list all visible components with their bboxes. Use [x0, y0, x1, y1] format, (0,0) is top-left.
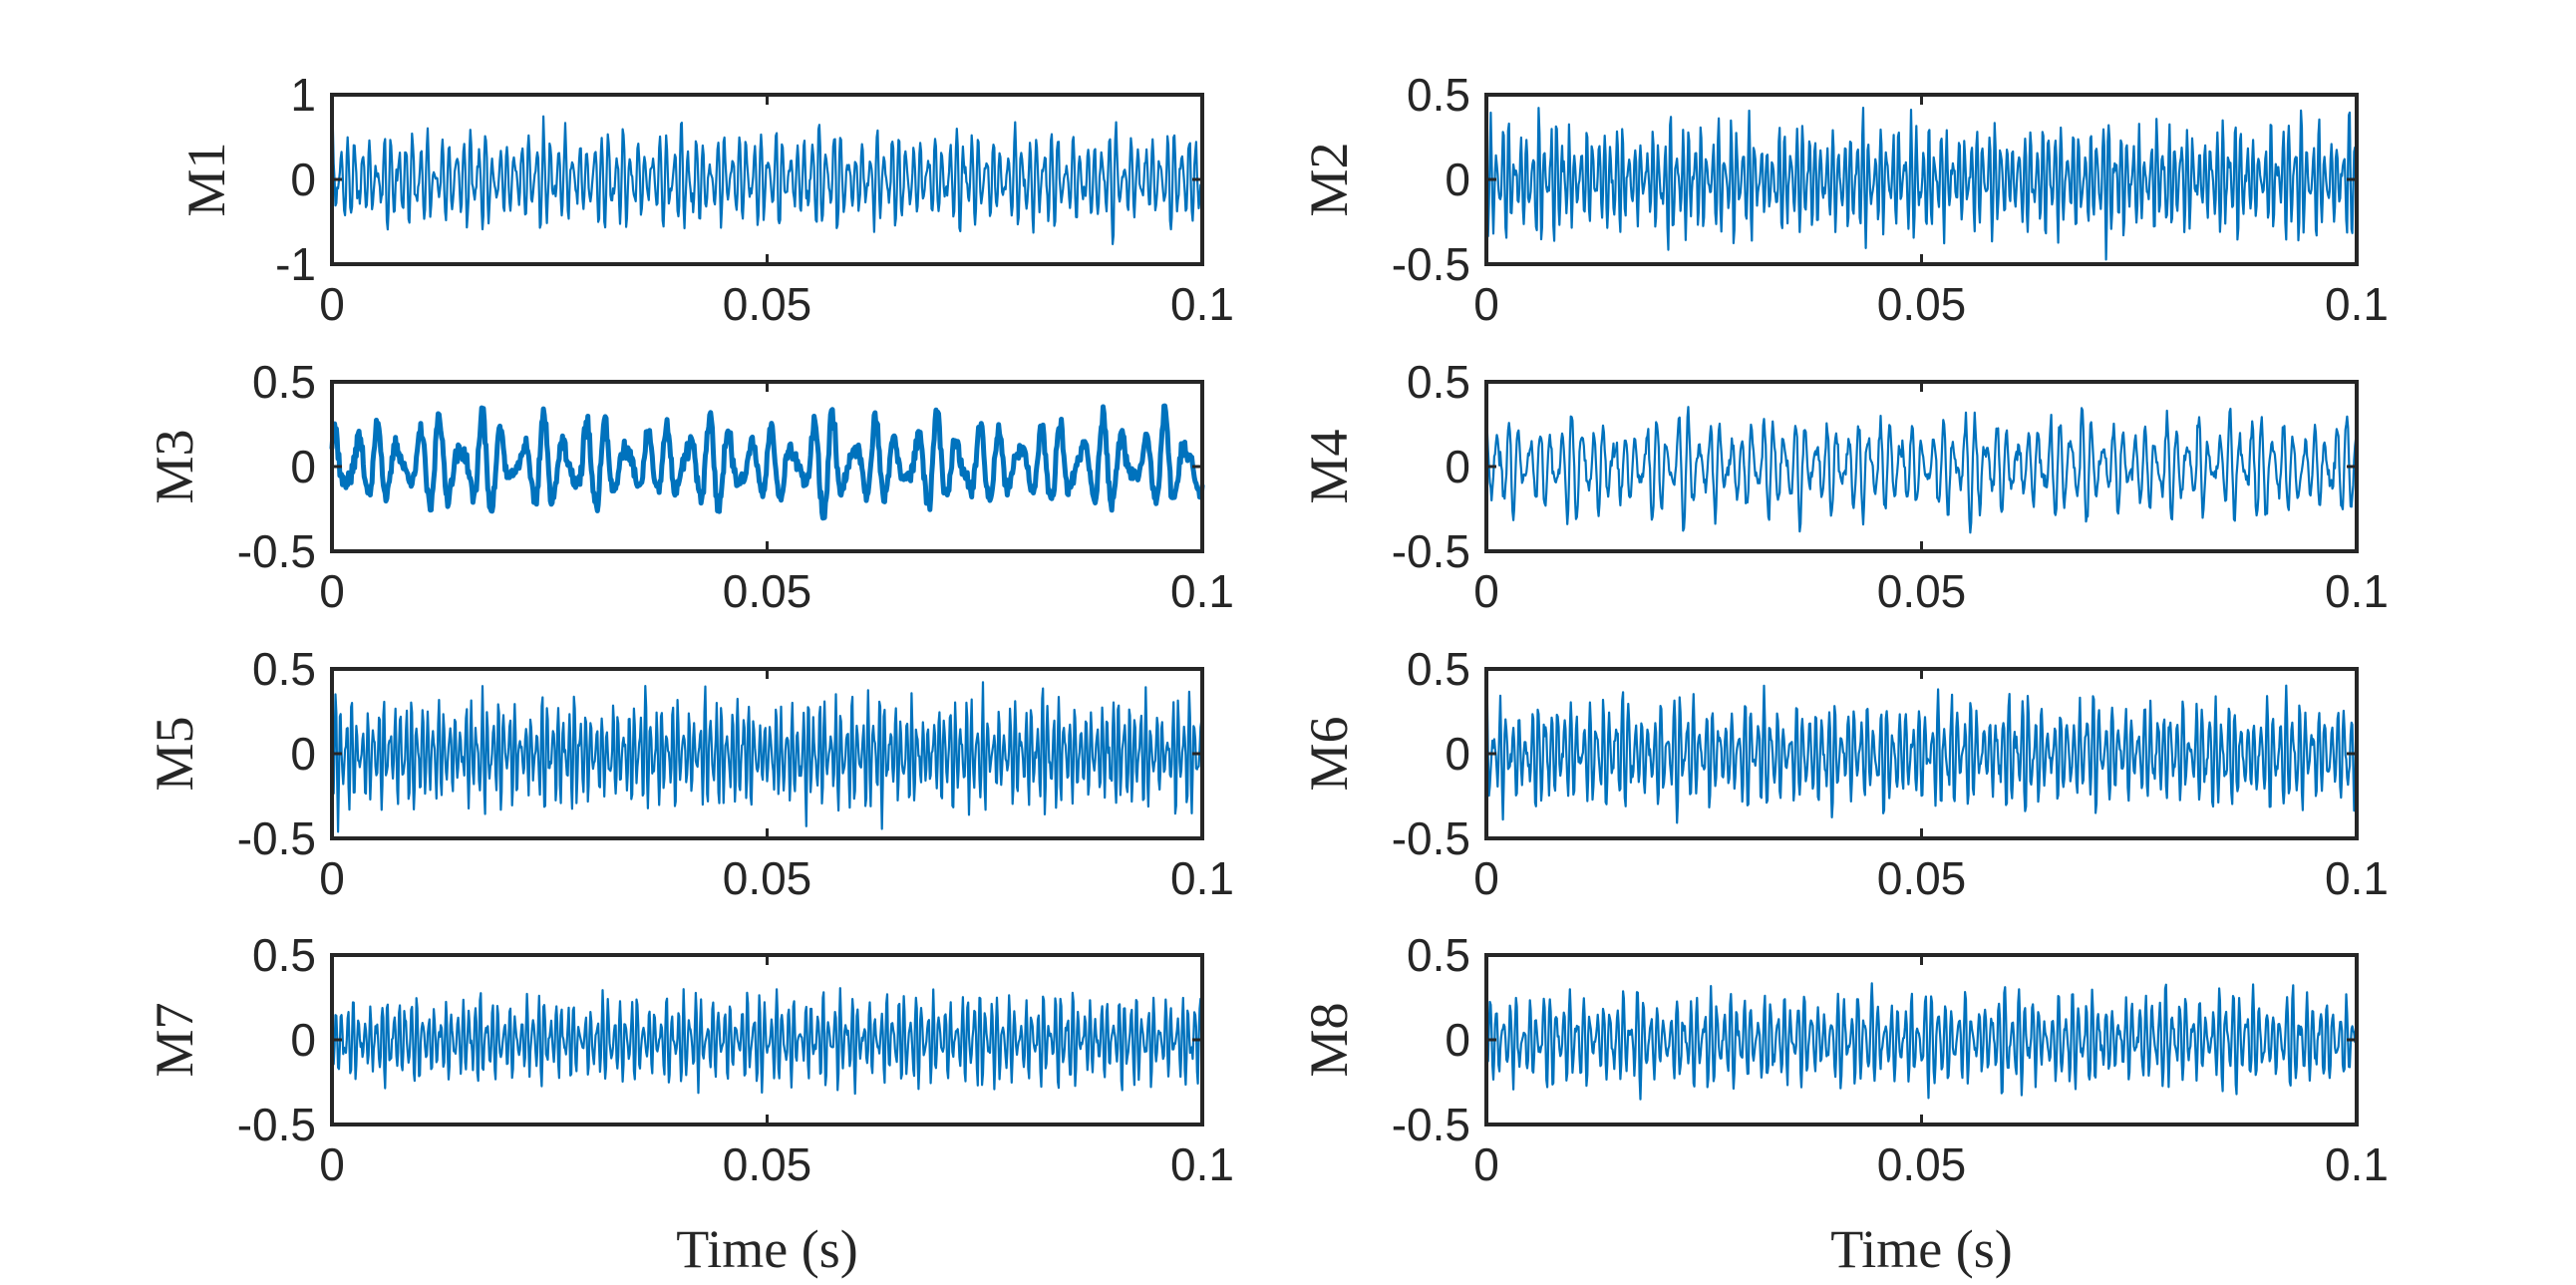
x-axis-label: Time (s) [1830, 1219, 2013, 1279]
x-tick-label: 0.05 [723, 565, 812, 617]
y-tick-label: 0 [290, 154, 316, 205]
x-tick-label: 0.1 [1170, 278, 1234, 330]
panel-m4: 0 0.05 0.1-0.500.5M4 [1299, 356, 2389, 617]
series-m2-line [1484, 107, 2359, 261]
x-tick-label: 0.1 [2325, 278, 2389, 330]
y-tick-label: -0.5 [1392, 812, 1470, 864]
x-axis-label: Time (s) [676, 1219, 858, 1279]
y-tick-label: 0.5 [1407, 643, 1470, 695]
y-tick-label: -0.5 [1392, 525, 1470, 577]
series-m7-line [330, 987, 1204, 1096]
x-tick-label: 0 [319, 278, 345, 330]
y-axis-label: M1 [176, 142, 236, 216]
y-tick-label: 0 [290, 728, 316, 780]
x-tick-label: 0.1 [1170, 852, 1234, 904]
series-m1-line [330, 115, 1204, 245]
y-axis-label: M3 [145, 429, 204, 503]
y-tick-label: 0.5 [1407, 69, 1470, 121]
x-tick-label: 0.05 [1877, 565, 1967, 617]
y-tick-label: 0.5 [252, 643, 316, 695]
y-tick-label: 0.5 [252, 356, 316, 408]
panel-m3: 0 0.05 0.1-0.500.5M3 [145, 356, 1234, 617]
x-tick-label: 0.1 [1170, 1138, 1234, 1190]
x-tick-label: 0 [319, 852, 345, 904]
x-tick-label: 0.1 [2325, 565, 2389, 617]
x-tick-label: 0.05 [1877, 278, 1967, 330]
y-tick-label: -1 [275, 238, 316, 290]
y-tick-label: 0 [1445, 154, 1470, 205]
y-axis-label: M8 [1299, 1002, 1359, 1077]
y-tick-label: 0.5 [252, 929, 316, 981]
x-tick-label: 0.1 [2325, 852, 2389, 904]
x-tick-label: 0.1 [2325, 1138, 2389, 1190]
y-axis-label: M6 [1299, 716, 1359, 791]
y-tick-label: 0 [1445, 441, 1470, 492]
y-axis-label: M7 [145, 1002, 204, 1077]
x-tick-label: 0 [1473, 278, 1499, 330]
y-tick-label: -0.5 [237, 525, 316, 577]
series-m3-line [329, 403, 1205, 521]
y-axis-label: M5 [145, 716, 204, 791]
x-tick-label: 0.05 [723, 852, 812, 904]
y-axis-label: M2 [1299, 142, 1359, 216]
y-tick-label: 0.5 [1407, 356, 1470, 408]
series-m4-line [1484, 406, 2359, 534]
y-tick-label: 0 [290, 1014, 316, 1066]
axes-frame [1484, 667, 2359, 840]
panel-m6: 0 0.05 0.1-0.500.5M6 [1299, 643, 2389, 904]
panel-m5: 0 0.05 0.1-0.500.5M5 [145, 643, 1234, 904]
x-tick-label: 0 [1473, 565, 1499, 617]
series-m6-line [1484, 684, 2359, 824]
x-tick-label: 0.05 [723, 1138, 812, 1190]
series-m5-line [330, 681, 1204, 833]
x-tick-label: 0 [1473, 852, 1499, 904]
x-tick-label: 0 [319, 1138, 345, 1190]
y-tick-label: 0 [1445, 728, 1470, 780]
x-tick-label: 0.05 [1877, 852, 1967, 904]
y-tick-label: -0.5 [237, 812, 316, 864]
y-tick-label: 0.5 [1407, 929, 1470, 981]
y-tick-label: -0.5 [1392, 1099, 1470, 1150]
y-tick-label: -0.5 [237, 1099, 316, 1150]
x-tick-label: 0.05 [1877, 1138, 1967, 1190]
y-axis-label: M4 [1299, 429, 1359, 503]
y-tick-label: -0.5 [1392, 238, 1470, 290]
x-tick-label: 0 [1473, 1138, 1499, 1190]
y-tick-label: 1 [290, 69, 316, 121]
series-m8-line [1484, 982, 2359, 1101]
x-tick-label: 0 [319, 565, 345, 617]
panel-m2: 0 0.05 0.1-0.500.5M2 [1299, 69, 2389, 330]
y-tick-label: 0 [1445, 1014, 1470, 1066]
y-tick-label: 0 [290, 441, 316, 492]
x-tick-label: 0.05 [723, 278, 812, 330]
x-tick-label: 0.1 [1170, 565, 1234, 617]
